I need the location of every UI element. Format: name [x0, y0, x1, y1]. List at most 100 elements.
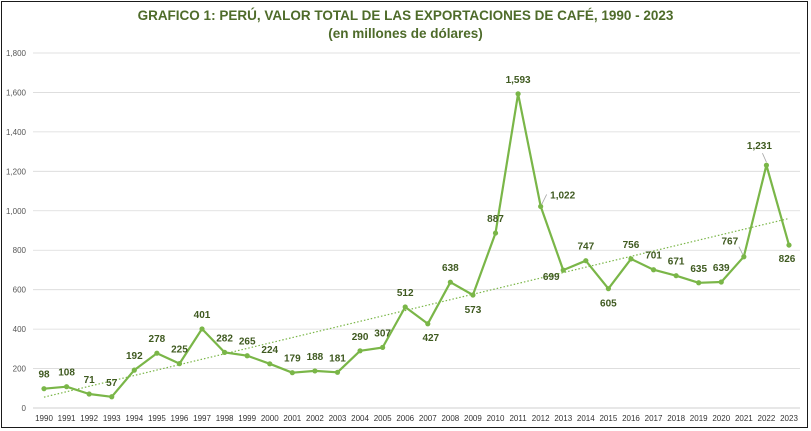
data-label: 188	[307, 352, 324, 363]
x-tick-label: 2013	[554, 414, 572, 423]
label-leader-line	[762, 153, 767, 163]
data-point	[673, 273, 679, 279]
data-label: 573	[465, 305, 482, 316]
label-leader-line	[541, 194, 548, 205]
y-tick-label: 1,200	[6, 167, 27, 176]
data-label: 282	[216, 333, 233, 344]
x-tick-label: 2004	[351, 414, 369, 423]
data-label: 701	[645, 251, 662, 262]
y-tick-label: 1,000	[6, 207, 27, 216]
data-label: 57	[106, 378, 118, 389]
data-label: 401	[194, 310, 211, 321]
data-label: 290	[352, 332, 369, 343]
trendline-layer	[43, 217, 790, 398]
y-tick-label: 800	[13, 246, 27, 255]
data-point	[538, 203, 544, 210]
data-label: 699	[543, 272, 560, 283]
gridlines	[33, 52, 800, 409]
x-tick-label: 2020	[712, 414, 730, 423]
x-tick-label: 1990	[35, 414, 53, 423]
data-label: 224	[261, 345, 278, 356]
y-tick-label: 200	[13, 365, 27, 374]
data-point	[63, 384, 70, 390]
x-tick-label: 2000	[261, 414, 279, 423]
data-label: 108	[58, 368, 75, 379]
chart-subtitle: (en millones de dólares)	[328, 26, 483, 41]
x-tick-label: 1996	[171, 414, 189, 423]
y-tick-label: 1,400	[6, 128, 27, 137]
data-point	[650, 267, 657, 273]
data-label: 98	[38, 370, 50, 381]
x-axis: 1990 1991 1992 1993 1994 1995 1996 1997 1998 1999…	[35, 414, 798, 423]
x-tick-label: 1995	[148, 414, 166, 423]
data-label: 265	[239, 337, 256, 348]
data-point	[628, 256, 634, 262]
data-label: 192	[126, 351, 143, 362]
data-point	[560, 267, 566, 273]
data-point	[380, 344, 386, 351]
x-tick-label: 1999	[238, 414, 256, 423]
data-point	[447, 279, 453, 285]
y-tick-label: 1,800	[6, 49, 27, 58]
data-point	[222, 349, 228, 355]
data-point	[357, 348, 363, 354]
x-tick-label: 2018	[667, 414, 685, 423]
data-point	[312, 368, 318, 374]
x-tick-label: 2019	[690, 414, 708, 423]
x-tick-label: 2006	[396, 414, 414, 423]
data-label: 638	[442, 263, 459, 274]
x-tick-label: 2012	[532, 414, 550, 423]
data-point	[131, 367, 137, 373]
data-label: 639	[713, 263, 730, 274]
x-tick-label: 2014	[577, 414, 595, 423]
data-label: 671	[668, 257, 685, 268]
x-tick-label: 2009	[464, 414, 482, 423]
data-label: 767	[722, 237, 739, 248]
x-tick-label: 1993	[103, 414, 121, 423]
y-tick-label: 600	[13, 286, 27, 295]
x-tick-label: 1991	[58, 414, 76, 423]
data-label: 71	[84, 375, 96, 386]
x-tick-label: 2011	[509, 414, 527, 423]
data-point	[583, 258, 589, 264]
data-label: 512	[397, 288, 414, 299]
data-point	[199, 326, 205, 332]
data-label: 1,022	[550, 190, 575, 201]
data-point	[289, 370, 295, 376]
data-label: 747	[577, 242, 594, 253]
data-point	[741, 254, 747, 260]
data-labels: 98 108 71 57 192 278 225 401 282 265 224 179 188 181 2…	[38, 75, 795, 389]
x-tick-label: 2005	[374, 414, 392, 423]
data-label: 181	[329, 353, 346, 364]
x-tick-label: 2010	[487, 414, 505, 423]
data-label: 179	[284, 354, 301, 365]
x-tick-label: 2001	[283, 414, 301, 423]
data-point	[425, 321, 431, 327]
x-tick-label: 2022	[758, 414, 776, 423]
data-label: 887	[487, 214, 504, 225]
trendline	[43, 217, 790, 398]
data-point	[696, 280, 702, 286]
data-label: 756	[623, 240, 640, 251]
label-leader-line	[738, 246, 744, 255]
data-point	[41, 386, 47, 392]
data-point	[154, 350, 160, 356]
data-point	[605, 286, 611, 292]
x-tick-label: 2017	[645, 414, 663, 423]
data-point	[267, 361, 273, 367]
data-point	[402, 304, 408, 310]
data-point	[492, 230, 499, 236]
data-label: 1,231	[747, 141, 772, 152]
data-point	[786, 242, 792, 248]
x-tick-label: 1994	[125, 414, 143, 423]
data-point	[763, 162, 770, 168]
data-label: 826	[779, 254, 796, 265]
x-tick-label: 2007	[419, 414, 437, 423]
data-label: 635	[690, 264, 707, 275]
data-point	[86, 391, 92, 397]
data-point	[109, 394, 115, 400]
x-tick-label: 2008	[441, 414, 459, 423]
data-label: 427	[422, 333, 439, 344]
y-tick-label: 0	[22, 404, 27, 413]
data-label: 605	[600, 299, 617, 310]
